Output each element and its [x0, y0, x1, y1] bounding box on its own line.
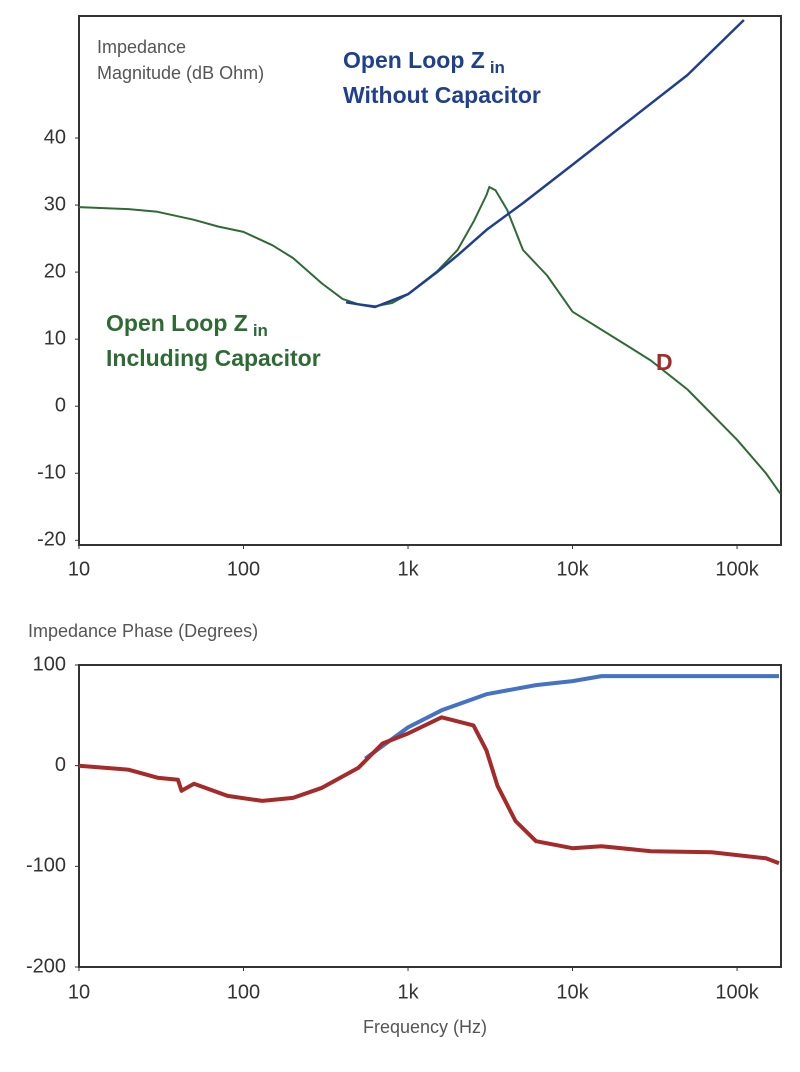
x-tick-label: 1k	[397, 558, 419, 580]
x-tick-label: 100k	[715, 558, 759, 580]
annotation-subscript: in	[490, 58, 505, 77]
annotation-text: Including Capacitor	[106, 345, 321, 371]
x-tick-label: 10k	[556, 981, 589, 1003]
annotation: Without Capacitor	[343, 82, 541, 108]
series-line	[78, 186, 782, 494]
y-tick-label: -200	[26, 955, 66, 977]
x-tick-label: 100	[227, 981, 260, 1003]
y-axis-label: Impedance Phase (Degrees)	[28, 621, 258, 641]
y-axis-label: Magnitude (dB Ohm)	[97, 63, 264, 83]
x-axis-label: Frequency (Hz)	[363, 1017, 487, 1037]
annotation: D	[656, 349, 673, 375]
series-line	[345, 19, 745, 309]
y-tick-label: 100	[33, 653, 66, 675]
annotation-text: Open Loop Z	[106, 310, 248, 336]
series-line	[364, 674, 779, 761]
x-tick-label: 10k	[556, 558, 589, 580]
y-tick-label: 0	[55, 394, 66, 416]
x-tick-label: 10	[68, 981, 90, 1003]
y-tick-label: 40	[44, 126, 66, 148]
y-tick-label: 0	[55, 754, 66, 776]
annotation: Open Loop Z in	[106, 310, 268, 340]
x-tick-label: 100	[227, 558, 260, 580]
series-line	[78, 715, 780, 866]
annotation-text: Without Capacitor	[343, 82, 541, 108]
y-axis-label: Impedance	[97, 37, 186, 57]
y-tick-label: 10	[44, 327, 66, 349]
x-tick-label: 1k	[397, 981, 419, 1003]
annotation-subscript: in	[253, 321, 268, 340]
annotation-text: D	[656, 349, 673, 375]
plot-frame	[78, 15, 782, 546]
y-tick-label: 30	[44, 193, 66, 215]
plot-frame	[78, 664, 782, 968]
y-tick-label: -20	[37, 529, 66, 551]
annotation-text: Open Loop Z	[343, 47, 485, 73]
x-tick-label: 100k	[715, 981, 759, 1003]
annotation: Open Loop Z in	[343, 47, 505, 77]
annotation: Including Capacitor	[106, 345, 321, 371]
x-tick-label: 10	[68, 558, 90, 580]
y-tick-label: -10	[37, 462, 66, 484]
y-tick-label: 20	[44, 260, 66, 282]
y-tick-label: -100	[26, 855, 66, 877]
